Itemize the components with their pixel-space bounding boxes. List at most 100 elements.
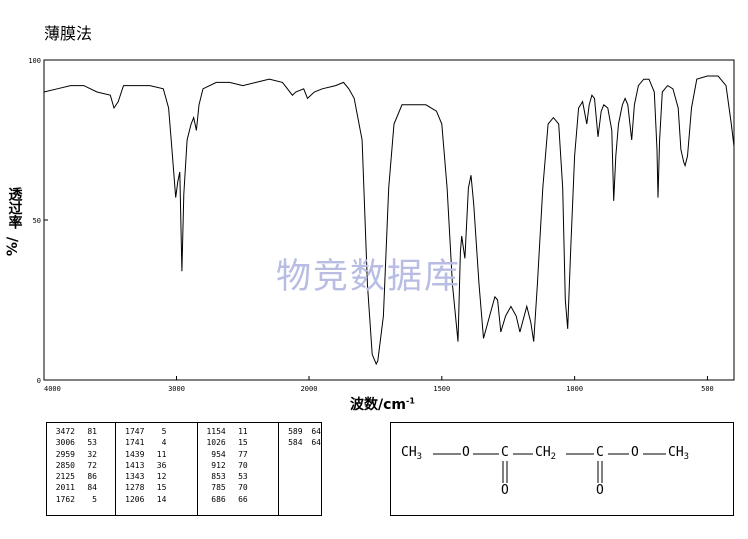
peak-table-row: 3472 81 <box>47 426 115 437</box>
peak-wavenumber: 1206 <box>125 494 145 504</box>
y-axis-unit: %/ <box>5 236 22 257</box>
peak-table-row: 2850 72 <box>47 460 115 471</box>
peak-table-row: 1278 15 <box>116 482 196 493</box>
peak-table-column: 1747 5 1741 4 1439 11 1413 36 1343 12 1278 15 1206 14 <box>116 423 198 515</box>
peak-transmittance: 15 <box>156 483 167 493</box>
peak-table-row: 1439 11 <box>116 449 196 460</box>
peak-wavenumber: 2125 <box>55 472 75 482</box>
peak-table-row: 954 77 <box>198 449 278 460</box>
peak-transmittance: 11 <box>238 427 248 436</box>
peak-table-row: 1413 36 <box>116 460 196 471</box>
peak-transmittance: 36 <box>156 460 167 470</box>
peak-table-row: 589 64 <box>279 426 321 437</box>
peak-wavenumber: 1741 <box>125 438 145 448</box>
carbonyl-oxygen-right: O <box>596 483 604 498</box>
peak-table-column: 1154 11 1026 15 954 77 912 70 853 53 785 70 686 66 <box>198 423 279 515</box>
carbonyl-carbon-right: C <box>596 445 604 460</box>
peak-wavenumber: 853 <box>211 472 226 482</box>
peak-table-row: 1762 5 <box>47 494 115 505</box>
peak-table-row: 2125 86 <box>47 471 115 482</box>
peak-table-row: 2959 32 <box>47 449 115 460</box>
y-tick-label: 50 <box>33 217 41 225</box>
peak-table-column: 3472 81 3006 53 2959 32 2850 72 2125 86 2011 84 1762… <box>47 423 117 515</box>
peak-transmittance: 53 <box>87 438 97 448</box>
peak-wavenumber: 1413 <box>125 460 145 470</box>
x-tick-label: 4000 <box>44 385 61 393</box>
peak-table-row: 686 66 <box>198 494 278 505</box>
x-tick-label: 2000 <box>301 385 318 393</box>
peak-transmittance: 32 <box>87 449 97 459</box>
peak-wavenumber: 2850 <box>55 460 75 470</box>
x-axis-label-exponent: -1 <box>406 396 415 406</box>
peak-wavenumber: 1747 <box>125 427 145 436</box>
ester-oxygen-right: O <box>631 445 639 460</box>
peak-wavenumber: 1278 <box>125 483 145 493</box>
x-tick-label: 1000 <box>566 385 583 393</box>
peak-transmittance: 72 <box>87 460 97 470</box>
spectrum-line <box>43 75 735 366</box>
peak-table: 3472 81 3006 53 2959 32 2850 72 2125 86 2011 84 1762… <box>46 422 322 516</box>
peak-table-row: 1343 12 <box>116 471 196 482</box>
peak-transmittance: 5 <box>92 494 97 504</box>
peak-wavenumber: 2959 <box>55 449 75 459</box>
y-tick-label: 0 <box>37 377 41 385</box>
y-axis-label: 透过率 %/ <box>4 187 24 257</box>
peak-wavenumber: 1439 <box>125 449 145 459</box>
peak-table-row: 2011 84 <box>47 482 115 493</box>
peak-transmittance: 86 <box>87 472 97 482</box>
peak-wavenumber: 3472 <box>55 427 75 436</box>
peak-wavenumber: 912 <box>211 460 226 470</box>
y-axis-label-text: 透过率 <box>6 187 23 229</box>
peak-wavenumber: 785 <box>211 483 226 493</box>
peak-transmittance: 77 <box>238 449 248 459</box>
peak-table-row: 584 64 <box>279 437 321 448</box>
structure-bonds <box>433 453 666 483</box>
peak-table-row: 785 70 <box>198 482 278 493</box>
peak-transmittance: 64 <box>311 438 321 448</box>
peak-table-row: 1206 14 <box>116 494 196 505</box>
peak-wavenumber: 1762 <box>55 494 75 504</box>
peak-wavenumber: 954 <box>211 449 226 459</box>
page-title: 薄膜法 <box>44 24 93 43</box>
peak-transmittance: 84 <box>87 483 97 493</box>
x-tick-label: 1500 <box>433 385 450 393</box>
peak-table-row: 912 70 <box>198 460 278 471</box>
peak-table-column: 589 64 584 64 <box>279 423 321 515</box>
peak-transmittance: 5 <box>161 427 167 436</box>
structure-diagram: CH3 O C CH2 C O CH3 O O <box>390 422 734 516</box>
methyl-group-right: CH3 <box>668 445 690 462</box>
peak-wavenumber: 686 <box>211 494 226 504</box>
peak-wavenumber: 584 <box>288 438 303 448</box>
peak-table-row: 1747 5 <box>116 426 196 437</box>
peak-table-row: 853 53 <box>198 471 278 482</box>
peak-transmittance: 14 <box>156 494 167 504</box>
peak-transmittance: 15 <box>238 438 248 448</box>
peak-transmittance: 81 <box>87 427 97 436</box>
x-axis-label-text: 波数/cm <box>350 397 406 413</box>
x-tick-label: 500 <box>701 385 714 393</box>
peak-table-row: 1741 4 <box>116 437 196 448</box>
x-axis-label: 波数/cm-1 <box>350 394 415 414</box>
carbonyl-oxygen-left: O <box>501 483 509 498</box>
carbonyl-carbon-left: C <box>501 445 509 460</box>
peak-transmittance: 53 <box>238 472 248 482</box>
peak-transmittance: 66 <box>238 494 248 504</box>
peak-wavenumber: 1154 <box>206 427 226 436</box>
peak-wavenumber: 3006 <box>55 438 75 448</box>
peak-wavenumber: 589 <box>288 427 303 436</box>
peak-transmittance: 12 <box>156 472 167 482</box>
y-tick-label: 100 <box>28 57 41 65</box>
peak-transmittance: 70 <box>238 460 248 470</box>
peak-transmittance: 11 <box>156 449 167 459</box>
peak-transmittance: 70 <box>238 483 248 493</box>
peak-wavenumber: 2011 <box>55 483 75 493</box>
peak-table-row: 1026 15 <box>198 437 278 448</box>
ester-oxygen-left: O <box>462 445 470 460</box>
x-tick-label: 3000 <box>168 385 185 393</box>
peak-wavenumber: 1343 <box>125 472 145 482</box>
peak-table-row: 1154 11 <box>198 426 278 437</box>
peak-wavenumber: 1026 <box>206 438 226 448</box>
watermark: 物竞数据库 <box>276 257 462 297</box>
plot-frame <box>43 59 735 381</box>
